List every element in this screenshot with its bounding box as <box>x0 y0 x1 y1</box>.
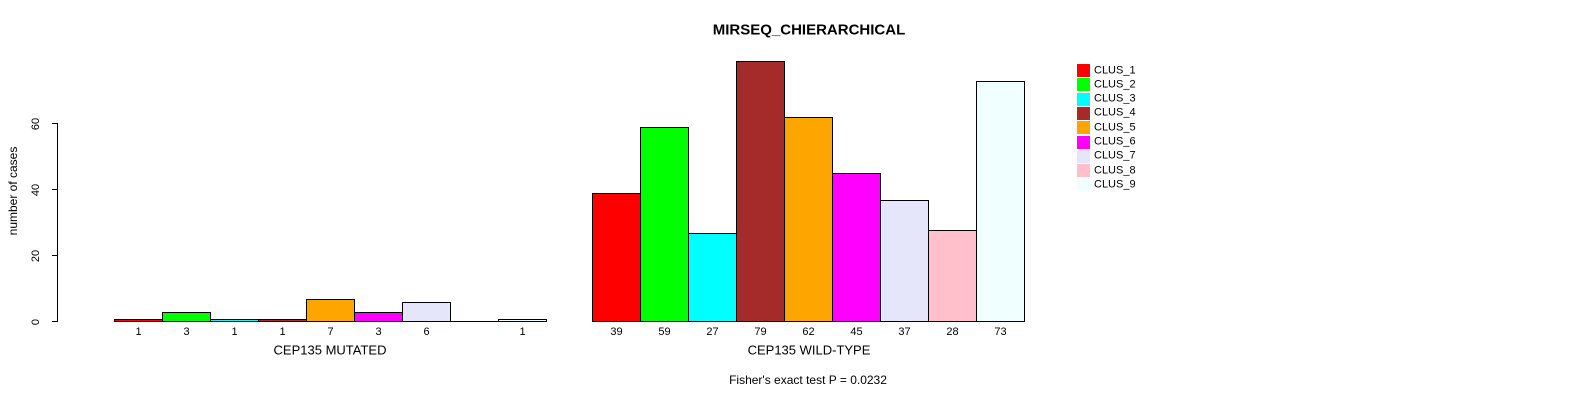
bar-value-label: 3 <box>183 326 190 338</box>
bar-value-label: 62 <box>802 326 815 338</box>
chart-title: MIRSEQ_CHIERARCHICAL <box>712 21 906 39</box>
legend-label: CLUS_2 <box>1094 78 1136 91</box>
bar <box>162 312 211 322</box>
bar-value-label: 1 <box>519 326 526 338</box>
y-axis-tick-label: 0 <box>30 318 42 325</box>
legend-label: CLUS_3 <box>1094 92 1136 105</box>
legend-label: CLUS_9 <box>1094 178 1136 191</box>
bar-value-label: 79 <box>754 326 767 338</box>
legend-swatch <box>1077 149 1090 163</box>
bar-value-label: 39 <box>610 326 623 338</box>
bar-value-label: 27 <box>706 326 719 338</box>
bar <box>402 302 451 322</box>
legend-swatch <box>1077 92 1090 106</box>
bar <box>640 127 689 322</box>
bar-value-label: 37 <box>898 326 911 338</box>
legend-label: CLUS_8 <box>1094 164 1136 177</box>
bar <box>592 193 641 322</box>
bar <box>880 200 929 322</box>
legend-label: CLUS_4 <box>1094 106 1136 119</box>
legend-label: CLUS_7 <box>1094 149 1136 162</box>
y-axis-tick-label: 60 <box>30 117 42 130</box>
legend-swatch <box>1077 164 1090 178</box>
y-axis-tick <box>52 321 58 322</box>
bar <box>688 233 737 322</box>
bar-value-label: 73 <box>994 326 1007 338</box>
bar <box>784 117 833 322</box>
legend-swatch <box>1077 106 1090 120</box>
bar <box>498 319 547 322</box>
bar-value-label: 1 <box>231 326 238 338</box>
legend-swatch <box>1077 121 1090 135</box>
bar <box>306 299 355 322</box>
bar-value-label: 28 <box>946 326 959 338</box>
bar <box>210 319 259 322</box>
legend-label: CLUS_6 <box>1094 135 1136 148</box>
bar-value-label: 45 <box>850 326 863 338</box>
bar <box>258 319 307 322</box>
y-axis-tick-label: 40 <box>30 183 42 196</box>
bar-value-label: 3 <box>375 326 382 338</box>
y-axis-tick <box>52 255 58 256</box>
legend-swatch <box>1077 64 1090 77</box>
y-axis-title: number of cases <box>6 146 20 236</box>
y-axis-tick-label: 20 <box>30 249 42 262</box>
bar <box>976 81 1025 322</box>
bar-value-label: 1 <box>279 326 286 338</box>
legend-swatch <box>1077 178 1090 192</box>
bar-value-label: 6 <box>423 326 430 338</box>
bar <box>832 173 881 322</box>
legend-label: CLUS_5 <box>1094 121 1136 134</box>
legend-swatch <box>1077 78 1090 92</box>
group-label-mutated: CEP135 MUTATED <box>273 342 387 358</box>
bar <box>114 319 163 322</box>
bar-value-label: 59 <box>658 326 671 338</box>
bar <box>928 230 977 322</box>
bar <box>354 312 403 322</box>
bar <box>736 61 785 322</box>
bar-value-label: 1 <box>135 326 142 338</box>
y-axis-tick <box>52 189 58 190</box>
legend-label: CLUS_1 <box>1094 64 1136 76</box>
bar-value-label: 7 <box>327 326 334 338</box>
y-axis-line <box>57 123 58 322</box>
legend-swatch <box>1077 135 1090 149</box>
fisher-test-annotation: Fisher's exact test P = 0.0232 <box>729 373 887 387</box>
y-axis-tick <box>52 123 58 124</box>
group-label-wild-type: CEP135 WILD-TYPE <box>747 342 871 358</box>
